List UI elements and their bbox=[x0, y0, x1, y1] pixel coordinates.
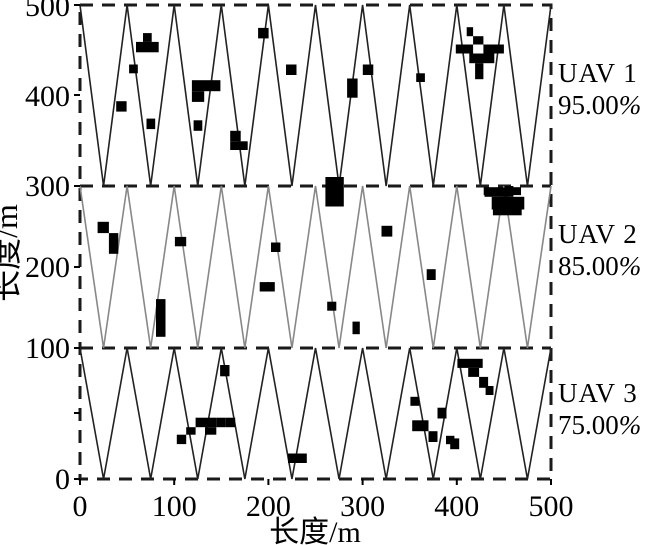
svg-text:100: 100 bbox=[25, 332, 70, 365]
svg-text:0: 0 bbox=[73, 490, 88, 523]
svg-text:85.00%: 85.00% bbox=[558, 251, 641, 281]
svg-text:UAV 3: UAV 3 bbox=[558, 378, 638, 408]
svg-text:95.00%: 95.00% bbox=[558, 90, 641, 120]
svg-text:500: 500 bbox=[529, 490, 574, 523]
svg-text:UAV 2: UAV 2 bbox=[558, 219, 638, 249]
svg-text:UAV 1: UAV 1 bbox=[558, 58, 638, 88]
svg-text:400: 400 bbox=[434, 490, 479, 523]
svg-text:75.00%: 75.00% bbox=[558, 410, 641, 440]
svg-text:300: 300 bbox=[25, 170, 70, 203]
svg-text:200: 200 bbox=[25, 251, 70, 284]
svg-text:400: 400 bbox=[25, 80, 70, 113]
svg-text:0: 0 bbox=[55, 463, 70, 496]
svg-text:长度/m: 长度/m bbox=[0, 204, 24, 302]
svg-text:100: 100 bbox=[152, 490, 197, 523]
svg-text:长度/m: 长度/m bbox=[269, 516, 361, 545]
svg-text:500: 500 bbox=[25, 0, 70, 23]
